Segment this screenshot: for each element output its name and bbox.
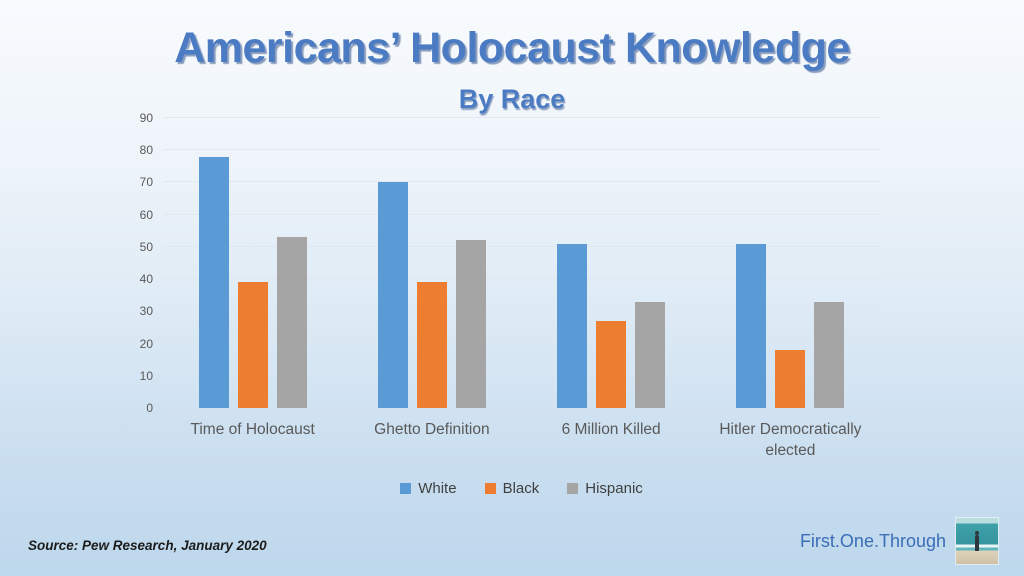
plot-area bbox=[163, 117, 880, 409]
gridline bbox=[163, 342, 880, 344]
legend-label: White bbox=[418, 480, 457, 497]
x-axis-category-labels: Time of Holocaust Ghetto Definition 6 Mill… bbox=[163, 420, 880, 462]
bar-black bbox=[237, 282, 268, 408]
bar-hispanic bbox=[635, 301, 666, 408]
chart-subtitle: By Race bbox=[458, 84, 566, 114]
bar-white bbox=[736, 243, 767, 408]
watermark: First.One.Through bbox=[800, 518, 998, 564]
y-tick-label: 90 bbox=[139, 111, 153, 125]
bar-white bbox=[198, 156, 229, 408]
legend-label: Black bbox=[502, 480, 540, 497]
beach-figure-logo-icon bbox=[956, 518, 998, 564]
bar-black bbox=[775, 350, 806, 408]
x-category-label: Time of Holocaust bbox=[190, 421, 315, 438]
legend-swatch-icon bbox=[567, 483, 579, 494]
chart-legend: White Black Hispanic bbox=[163, 480, 880, 497]
gridline bbox=[163, 181, 880, 183]
y-tick-label: 20 bbox=[139, 336, 153, 351]
bar-group bbox=[522, 118, 701, 408]
gridline bbox=[163, 310, 880, 312]
bar-hispanic bbox=[814, 301, 845, 408]
gridline bbox=[163, 149, 880, 151]
x-category-label: Hitler Democratically elected bbox=[719, 421, 862, 459]
gridline bbox=[163, 245, 880, 247]
legend-label: Hispanic bbox=[585, 480, 643, 497]
bar-white bbox=[557, 243, 588, 408]
watermark-text: First.One.Through bbox=[799, 530, 946, 551]
x-category-label: Ghetto Definition bbox=[374, 421, 490, 438]
legend-item-white: White bbox=[400, 480, 457, 497]
bar-group bbox=[163, 118, 342, 408]
y-tick-label: 30 bbox=[139, 304, 153, 319]
gridline bbox=[163, 278, 880, 280]
legend-swatch-icon bbox=[400, 483, 412, 494]
bar-hispanic bbox=[455, 240, 486, 408]
chart-title: Americans’ Holocaust Knowledge bbox=[174, 24, 850, 72]
gridline bbox=[163, 213, 880, 215]
y-tick-label: 60 bbox=[139, 207, 153, 222]
y-tick-label: 80 bbox=[139, 143, 153, 158]
bar-white bbox=[377, 182, 408, 408]
y-tick-label: 40 bbox=[139, 272, 153, 287]
bar-group bbox=[342, 118, 521, 408]
gridline bbox=[163, 117, 880, 118]
legend-swatch-icon bbox=[484, 483, 496, 494]
source-note: Source: Pew Research, January 2020 bbox=[28, 538, 267, 553]
gridline bbox=[163, 374, 880, 376]
y-tick-label: 10 bbox=[139, 368, 153, 383]
bar-groups bbox=[163, 118, 880, 408]
legend-item-black: Black bbox=[484, 480, 540, 497]
y-tick-label: 0 bbox=[146, 401, 153, 415]
bar-hispanic bbox=[276, 237, 307, 408]
legend-item-hispanic: Hispanic bbox=[567, 480, 643, 497]
standing-figure-icon bbox=[975, 530, 979, 551]
y-tick-label: 50 bbox=[139, 239, 153, 254]
y-tick-label: 70 bbox=[139, 175, 153, 190]
bar-black bbox=[596, 321, 627, 408]
x-category-label: 6 Million Killed bbox=[561, 421, 661, 438]
bar-black bbox=[416, 282, 447, 408]
bar-group bbox=[701, 118, 880, 408]
y-axis-tick-labels: 0 10 20 30 40 50 60 70 80 90 bbox=[0, 111, 153, 415]
